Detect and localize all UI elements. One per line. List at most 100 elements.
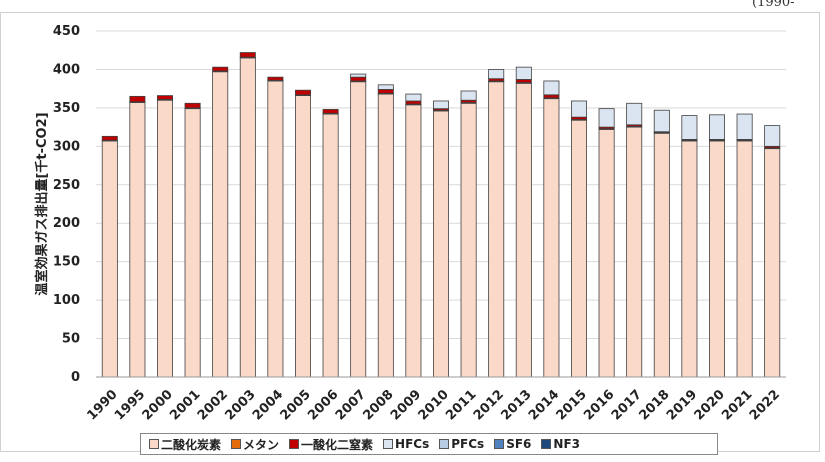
y-tick-label: 250 — [53, 178, 80, 193]
bar-segment-n2o — [267, 76, 284, 81]
x-tick-label: 2021 — [719, 387, 755, 423]
bar-segment-hfcs — [488, 69, 505, 80]
bar-stack-2010 — [433, 100, 449, 378]
bar-stack-2000 — [157, 95, 173, 378]
legend-swatch — [383, 439, 394, 449]
y-tick-label: 350 — [53, 101, 80, 116]
bar-segment-co2 — [764, 148, 781, 378]
x-tick-label: 2005 — [278, 387, 314, 423]
bar-stack-2021 — [736, 113, 753, 378]
x-tick-label: 2015 — [554, 387, 590, 423]
bar-stack-2002 — [212, 66, 229, 378]
bar-stack-2006 — [322, 109, 339, 378]
y-tick-label: 150 — [53, 255, 80, 270]
chart-legend: 二酸化炭素 メタン 一酸化二窒素 HFCs PFCs SF6 NF3 — [140, 433, 718, 455]
bar-stacks — [101, 52, 781, 378]
legend-item-nf3: NF3 — [541, 437, 580, 451]
bar-segment-co2 — [184, 108, 201, 378]
x-tick-label: 2000 — [140, 387, 176, 423]
bar-segment-co2 — [653, 132, 670, 378]
x-tick-label: 2019 — [664, 387, 700, 423]
x-tick-label: 2006 — [305, 387, 341, 423]
bar-segment-co2 — [598, 129, 615, 378]
bar-segment-co2 — [101, 140, 118, 378]
bar-segment-co2 — [129, 102, 146, 378]
legend-label: NF3 — [553, 437, 580, 451]
legend-swatch — [541, 439, 552, 449]
bar-segment-hfcs — [377, 84, 394, 90]
bar-segment-co2 — [488, 81, 505, 378]
legend-item-sf6: SF6 — [494, 437, 531, 451]
x-tick-label: 2020 — [692, 387, 728, 423]
bar-segment-hfcs — [681, 115, 698, 140]
bar-segment-co2 — [157, 99, 173, 378]
bar-stack-2007 — [350, 73, 367, 378]
bar-stack-2011 — [460, 90, 477, 378]
legend-label: SF6 — [506, 437, 532, 451]
bar-segment-co2 — [295, 95, 311, 378]
legend-swatch — [231, 439, 242, 449]
x-tick-label: 2017 — [609, 387, 645, 423]
bar-segment-n2o — [350, 76, 367, 82]
bar-segment-co2 — [736, 140, 753, 378]
y-tick-label: 450 — [53, 24, 80, 39]
legend-swatch — [149, 439, 159, 449]
bar-segment-n2o — [405, 100, 422, 105]
bar-stack-2020 — [709, 114, 725, 378]
bar-segment-n2o — [543, 94, 560, 99]
bar-segment-hfcs — [515, 66, 532, 80]
bar-stack-2015 — [571, 100, 587, 378]
bar-stack-2019 — [681, 115, 698, 378]
y-tick-label: 50 — [62, 332, 80, 347]
bar-segment-hfcs — [571, 100, 587, 118]
bar-segment-n2o — [377, 89, 394, 94]
bar-segment-n2o — [322, 109, 339, 114]
bar-segment-hfcs — [405, 93, 422, 102]
bar-segment-hfcs — [626, 102, 643, 126]
legend-label: PFCs — [451, 437, 485, 451]
bar-segment-hfcs — [433, 100, 449, 110]
bar-segment-hfcs — [709, 114, 725, 140]
legend-swatch — [439, 439, 450, 449]
bar-stack-2009 — [405, 93, 422, 378]
legend-label: HFCs — [395, 437, 430, 451]
legend-label: 二酸化炭素 — [161, 437, 222, 452]
bar-segment-hfcs — [764, 125, 781, 147]
bar-segment-n2o — [129, 95, 146, 103]
bar-segment-co2 — [322, 113, 339, 378]
bar-segment-n2o — [212, 66, 229, 72]
bar-segment-co2 — [709, 140, 725, 378]
x-tick-label: 2002 — [195, 387, 231, 423]
x-tick-label: 2011 — [443, 387, 479, 423]
legend-label: メタン — [243, 437, 280, 452]
bar-segment-co2 — [212, 71, 229, 378]
legend-swatch — [289, 439, 300, 449]
bar-segment-co2 — [515, 82, 532, 378]
x-tick-label: 1990 — [84, 387, 120, 423]
legend-item-co2: 二酸化炭素 — [149, 436, 221, 453]
bar-segment-n2o — [295, 89, 311, 96]
y-tick-label: 0 — [71, 370, 80, 385]
bar-segment-co2 — [681, 140, 698, 378]
bar-segment-n2o — [157, 95, 173, 100]
bar-segment-co2 — [433, 110, 449, 378]
bar-stack-2018 — [653, 109, 670, 378]
bar-segment-hfcs — [460, 90, 477, 101]
bar-segment-n2o — [515, 79, 532, 83]
x-tick-label: 2001 — [167, 387, 203, 423]
bar-segment-hfcs — [350, 73, 367, 78]
bar-segment-n2o — [184, 102, 201, 109]
bar-stack-1995 — [129, 95, 146, 378]
y-tick-label: 200 — [53, 216, 80, 231]
x-tick-label: 1995 — [112, 387, 148, 423]
bar-stack-2004 — [267, 76, 284, 378]
bar-segment-co2 — [350, 81, 367, 378]
legend-item-n2o: 一酸化二窒素 — [289, 436, 373, 453]
bar-segment-co2 — [377, 93, 394, 378]
x-tick-label: 2003 — [222, 387, 258, 423]
bar-stack-1990 — [101, 135, 118, 378]
y-axis-label: 温室効果ガス排出量[千t-CO2] — [34, 112, 50, 295]
x-tick-label: 2007 — [333, 387, 369, 423]
bar-stack-2014 — [543, 80, 560, 378]
x-tick-label: 2013 — [498, 387, 534, 423]
